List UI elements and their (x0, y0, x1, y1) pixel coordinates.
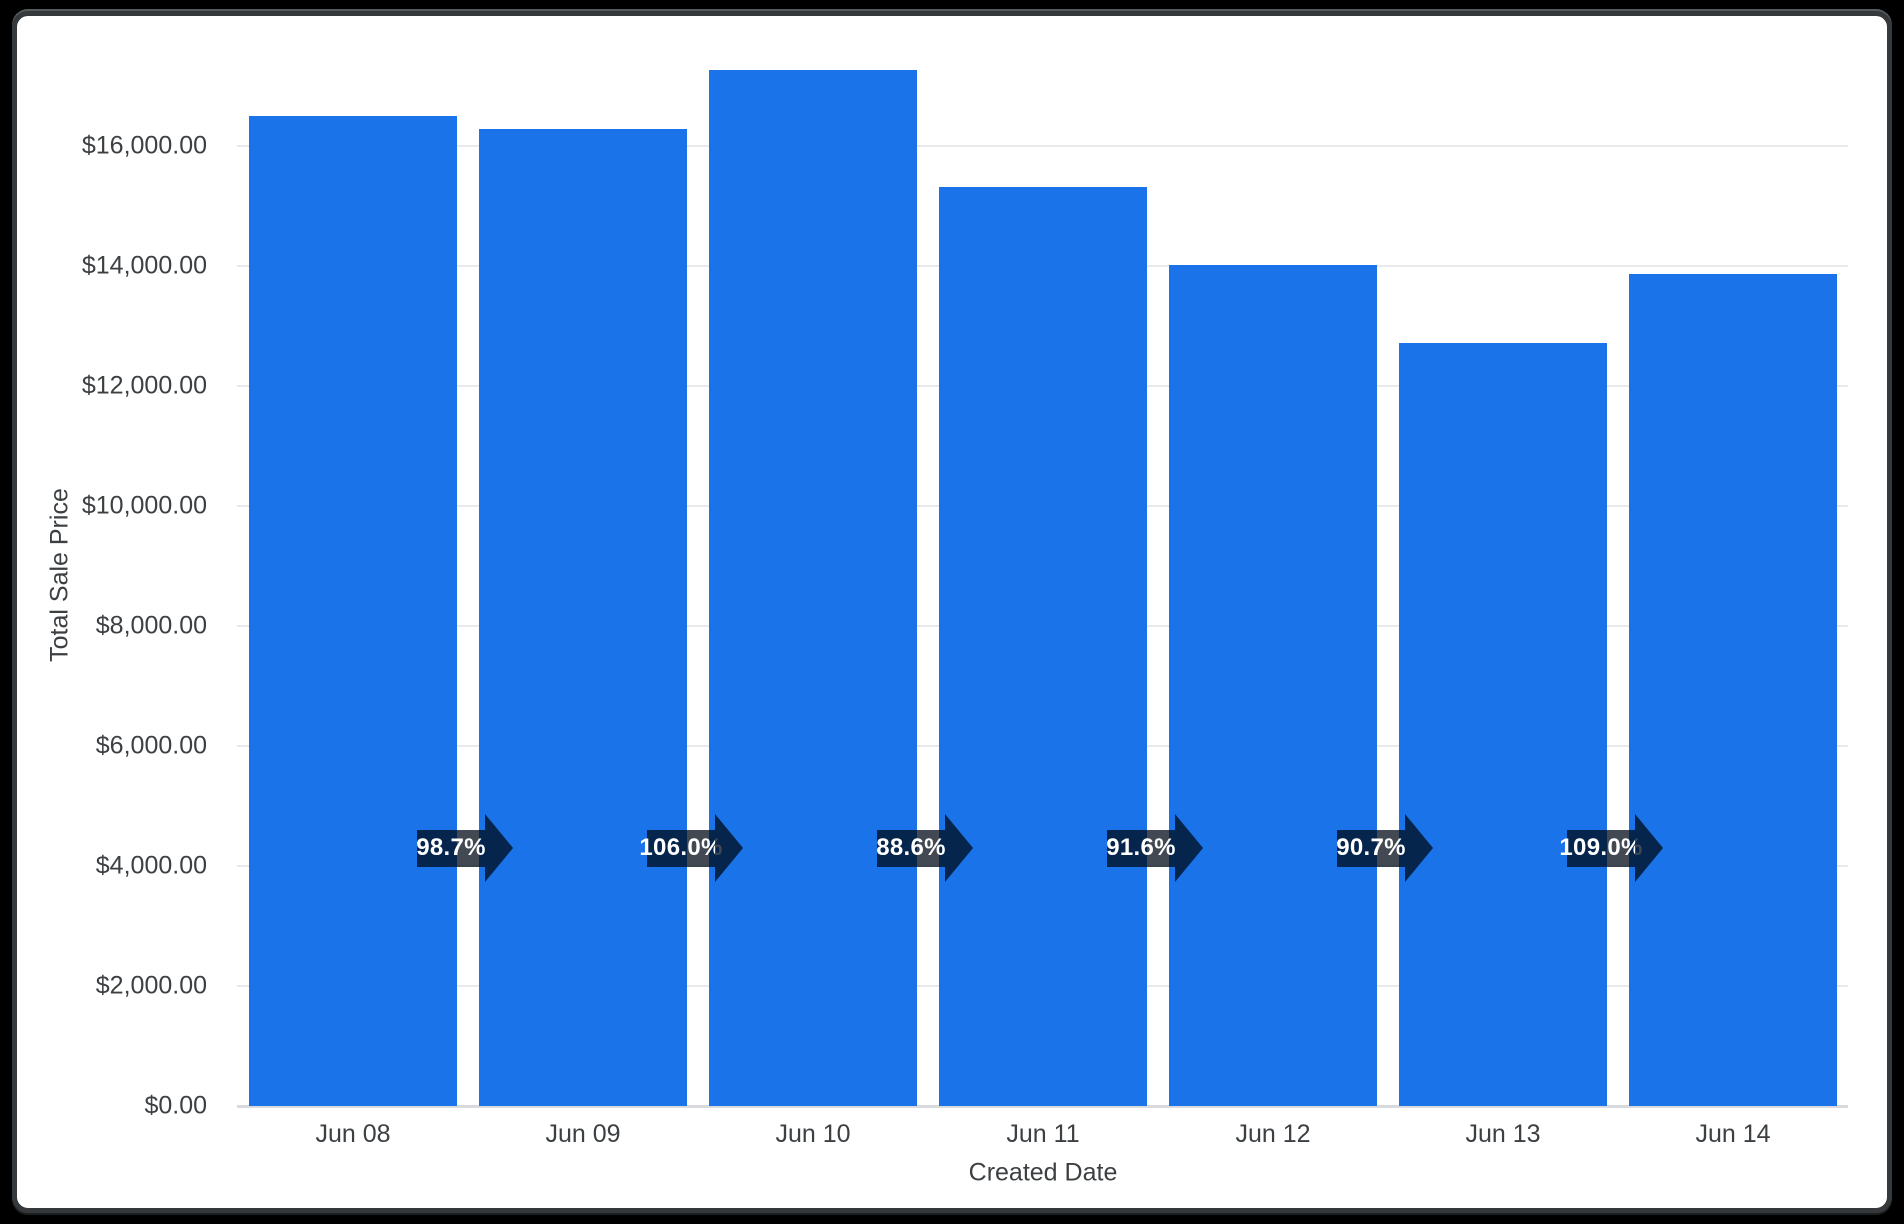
bar-jun-11[interactable] (939, 187, 1147, 1106)
y-tick-label: $6,000.00 (95, 731, 207, 760)
x-tick-label: Jun 10 (775, 1120, 851, 1148)
percent-arrow-label: 91.6% (1106, 829, 1175, 867)
percent-arrow-label: 90.7% (1336, 829, 1405, 867)
bar-jun-09[interactable] (479, 128, 687, 1106)
percent-arrow-label: 98.7% (416, 829, 485, 867)
y-tick-label: $16,000.00 (81, 131, 207, 160)
x-axis-baseline (237, 1105, 1848, 1108)
bar-jun-14[interactable] (1629, 274, 1837, 1106)
x-axis-title: Created Date (968, 1158, 1118, 1187)
percent-arrow-label: 109.0% (1559, 829, 1642, 867)
y-tick-label: $2,000.00 (95, 971, 207, 1000)
y-tick-label: $4,000.00 (95, 851, 207, 880)
bar-jun-08[interactable] (249, 116, 457, 1106)
bar-jun-13[interactable] (1399, 343, 1607, 1106)
x-tick-label: Jun 11 (1006, 1120, 1080, 1148)
percent-arrow-label: 106.0% (639, 829, 722, 867)
bar-jun-10[interactable] (709, 69, 917, 1106)
percent-arrow-label: 88.6% (876, 829, 945, 867)
y-tick-label: $0.00 (144, 1091, 207, 1120)
y-tick-label: $12,000.00 (81, 371, 207, 400)
x-tick-label: Jun 13 (1465, 1120, 1541, 1148)
x-tick-label: Jun 12 (1235, 1120, 1311, 1148)
y-tick-label: $10,000.00 (81, 491, 207, 520)
gridline (237, 145, 1848, 147)
x-tick-label: Jun 09 (545, 1120, 621, 1148)
x-tick-label: Jun 08 (315, 1120, 391, 1148)
y-tick-label: $14,000.00 (81, 251, 207, 280)
bar-jun-12[interactable] (1169, 264, 1377, 1106)
x-tick-label: Jun 14 (1695, 1120, 1771, 1148)
y-tick-label: $8,000.00 (95, 611, 207, 640)
